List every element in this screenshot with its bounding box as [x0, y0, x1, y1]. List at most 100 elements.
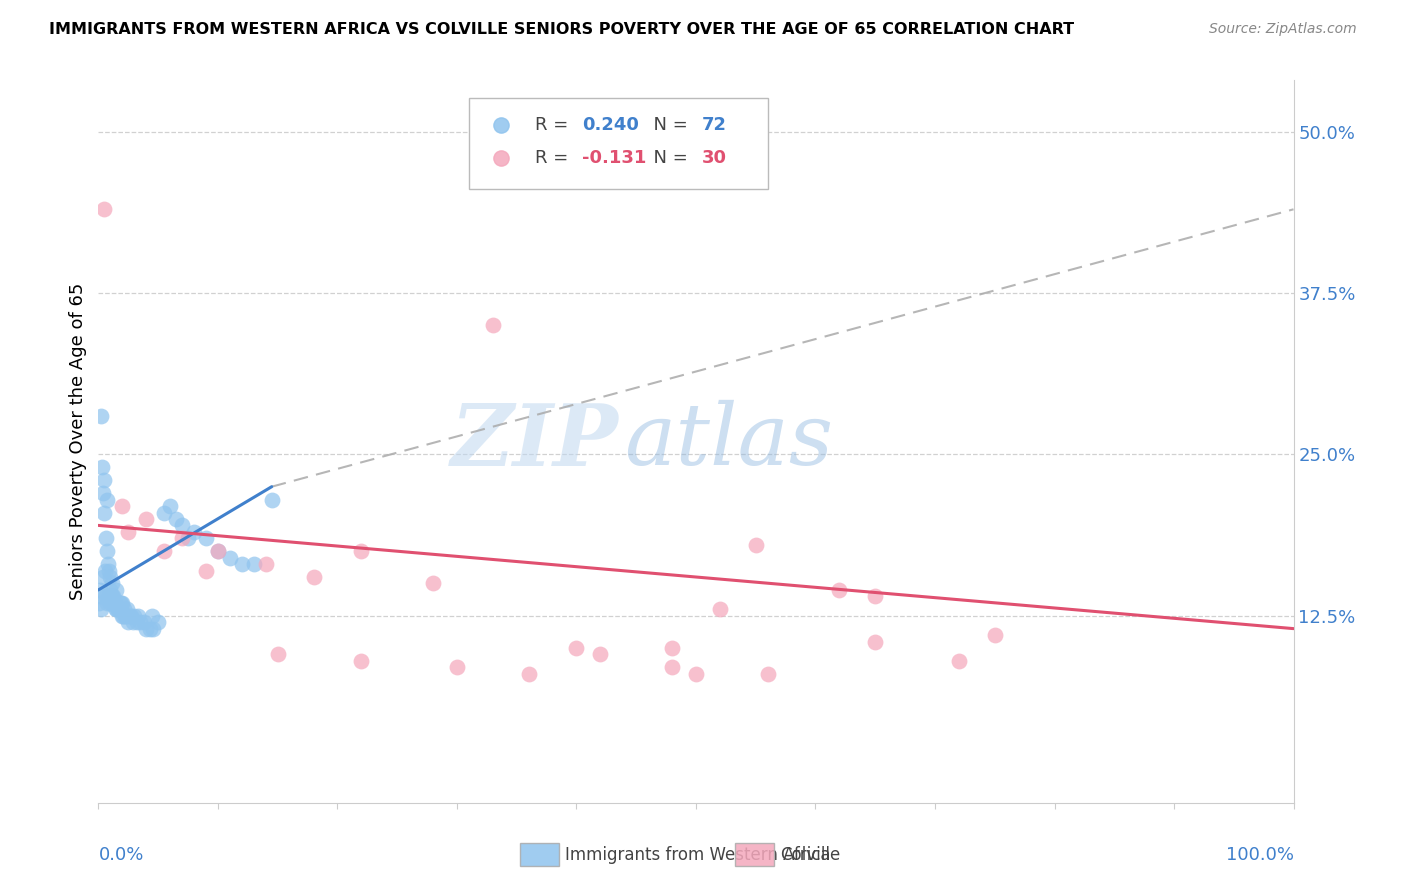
Point — [115, 602, 138, 616]
Point — [183, 524, 205, 539]
Point — [159, 499, 181, 513]
Text: N =: N = — [643, 116, 693, 134]
Text: ZIP: ZIP — [450, 400, 619, 483]
Point — [165, 512, 187, 526]
Point — [172, 531, 194, 545]
Point — [97, 590, 120, 604]
Point — [120, 608, 142, 623]
Point — [97, 557, 120, 571]
Point — [111, 596, 134, 610]
Point — [195, 531, 218, 545]
Point — [172, 518, 194, 533]
Point — [865, 590, 887, 604]
Point — [101, 596, 124, 610]
Text: Immigrants from Western Africa: Immigrants from Western Africa — [565, 846, 830, 863]
Point — [115, 608, 138, 623]
Point — [105, 582, 128, 597]
Point — [117, 615, 139, 630]
Text: Source: ZipAtlas.com: Source: ZipAtlas.com — [1209, 22, 1357, 37]
Point — [103, 596, 125, 610]
Point — [350, 544, 373, 558]
Point — [94, 531, 117, 545]
Text: R =: R = — [534, 116, 574, 134]
Point — [110, 602, 132, 616]
Point — [107, 602, 129, 616]
Point — [207, 544, 229, 558]
Point — [100, 576, 122, 591]
Point — [89, 590, 111, 604]
Point — [90, 602, 112, 616]
Point — [96, 596, 118, 610]
Point — [135, 512, 157, 526]
Point — [90, 409, 112, 423]
Point — [865, 634, 887, 648]
Text: atlas: atlas — [624, 401, 834, 483]
Point — [96, 590, 118, 604]
Y-axis label: Seniors Poverty Over the Age of 65: Seniors Poverty Over the Age of 65 — [69, 283, 87, 600]
Point — [122, 615, 145, 630]
Point — [100, 590, 122, 604]
Point — [93, 506, 115, 520]
Point — [107, 602, 129, 616]
Point — [254, 557, 277, 571]
Point — [96, 544, 118, 558]
Point — [984, 628, 1007, 642]
Point — [98, 570, 122, 584]
Point — [103, 596, 125, 610]
Point — [709, 602, 731, 616]
Point — [91, 486, 114, 500]
Point — [111, 608, 134, 623]
Point — [139, 622, 162, 636]
Point — [104, 596, 127, 610]
Point — [87, 596, 110, 610]
Point — [124, 608, 146, 623]
Point — [148, 615, 170, 630]
Text: 72: 72 — [702, 116, 727, 134]
Point — [482, 318, 505, 333]
Point — [756, 666, 779, 681]
Point — [114, 608, 136, 623]
Point — [142, 622, 165, 636]
Point — [111, 608, 134, 623]
Point — [129, 615, 152, 630]
Point — [260, 492, 283, 507]
Point — [745, 538, 768, 552]
Point — [111, 499, 134, 513]
Point — [828, 582, 851, 597]
Point — [661, 640, 683, 655]
Point — [243, 557, 266, 571]
Point — [517, 666, 540, 681]
Point — [219, 550, 242, 565]
Text: 0.0%: 0.0% — [98, 847, 143, 864]
Text: 0.240: 0.240 — [582, 116, 640, 134]
Point — [110, 596, 132, 610]
Point — [98, 582, 122, 597]
Point — [422, 576, 444, 591]
FancyBboxPatch shape — [520, 843, 558, 865]
Point — [89, 582, 111, 597]
Point — [132, 615, 155, 630]
FancyBboxPatch shape — [470, 98, 768, 189]
Point — [446, 660, 468, 674]
Point — [98, 596, 121, 610]
Text: R =: R = — [534, 149, 574, 168]
Point — [105, 602, 128, 616]
Point — [91, 570, 114, 584]
Point — [104, 602, 127, 616]
Point — [948, 654, 970, 668]
FancyBboxPatch shape — [735, 843, 773, 865]
Point — [195, 564, 218, 578]
Point — [98, 564, 121, 578]
Point — [112, 602, 135, 616]
Point — [589, 648, 612, 662]
Point — [153, 506, 176, 520]
Point — [207, 544, 229, 558]
Point — [135, 622, 157, 636]
Point — [120, 608, 142, 623]
Point — [661, 660, 683, 674]
Text: -0.131: -0.131 — [582, 149, 647, 168]
Point — [302, 570, 325, 584]
Text: IMMIGRANTS FROM WESTERN AFRICA VS COLVILLE SENIORS POVERTY OVER THE AGE OF 65 CO: IMMIGRANTS FROM WESTERN AFRICA VS COLVIL… — [49, 22, 1074, 37]
Point — [100, 590, 122, 604]
Point — [93, 473, 115, 487]
